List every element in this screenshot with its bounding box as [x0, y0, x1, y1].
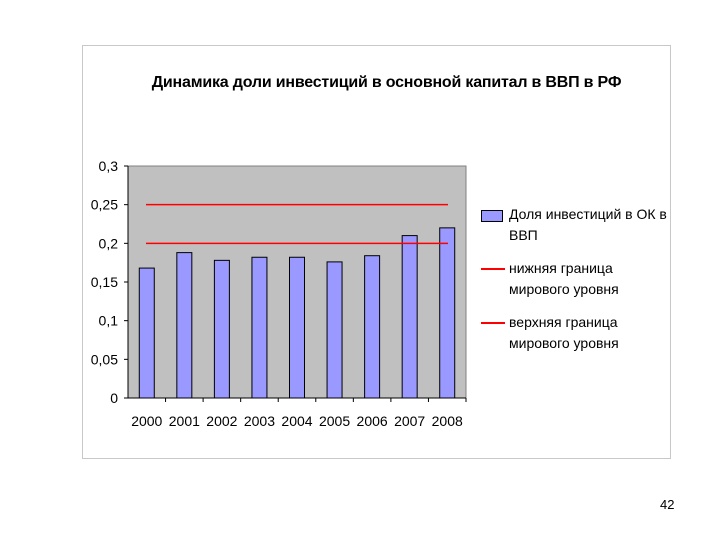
x-tick-label-2005: 2005: [319, 413, 350, 429]
legend-line-swatch-upper: [481, 322, 505, 324]
y-tick-label: 0,1: [99, 313, 119, 329]
y-tick-label: 0: [110, 390, 118, 406]
legend-item-upper-bound: верхняя граница мирового уровня: [481, 312, 671, 354]
bar-2006: [364, 255, 381, 399]
legend-label-investment-share: Доля инвестиций в ОК в ВВП: [509, 206, 667, 243]
bar-2003: [251, 256, 268, 399]
legend-label-lower-bound: нижняя граница мирового уровня: [509, 260, 619, 297]
legend-item-investment-share: Доля инвестиций в ОК в ВВП: [481, 204, 671, 246]
y-tick-label: 0,05: [91, 351, 118, 367]
legend-bar-swatch: [481, 210, 503, 222]
x-tick-label-2006: 2006: [357, 413, 388, 429]
page-number: 42: [660, 497, 675, 512]
bar-2008: [439, 227, 456, 399]
y-tick-label: 0,2: [99, 235, 119, 251]
x-tick-label-2002: 2002: [206, 413, 237, 429]
chart-legend: Доля инвестиций в ОК в ВВП нижняя границ…: [481, 204, 671, 366]
bar-2005: [326, 261, 343, 399]
legend-line-swatch-lower: [481, 268, 505, 270]
legend-item-lower-bound: нижняя граница мирового уровня: [481, 258, 671, 300]
y-tick-label: 0,3: [99, 158, 119, 174]
chart-plot: 0 0,05 0,1 0,15 0,2 0,25 0,3 2000 2001 2002 2003 20…: [91, 158, 467, 429]
x-tick-label-2000: 2000: [131, 413, 162, 429]
x-tick-label-2008: 2008: [432, 413, 463, 429]
x-tick-label-2007: 2007: [394, 413, 425, 429]
legend-label-upper-bound: верхняя граница мирового уровня: [509, 314, 619, 351]
chart-frame: Динамика доли инвестиций в основной капи…: [82, 45, 671, 459]
x-tick-label-2004: 2004: [281, 413, 312, 429]
bar-2002: [213, 259, 230, 399]
bar-2004: [289, 256, 305, 399]
bar-2001: [176, 252, 193, 399]
bar-2000: [138, 267, 155, 399]
x-tick-label-2003: 2003: [244, 413, 275, 429]
y-tick-label: 0,15: [91, 274, 118, 290]
bar-2007: [401, 235, 418, 399]
x-tick-label-2001: 2001: [169, 413, 200, 429]
y-tick-label: 0,25: [91, 197, 118, 213]
chart-title: Динамика доли инвестиций в основной капи…: [151, 74, 622, 91]
